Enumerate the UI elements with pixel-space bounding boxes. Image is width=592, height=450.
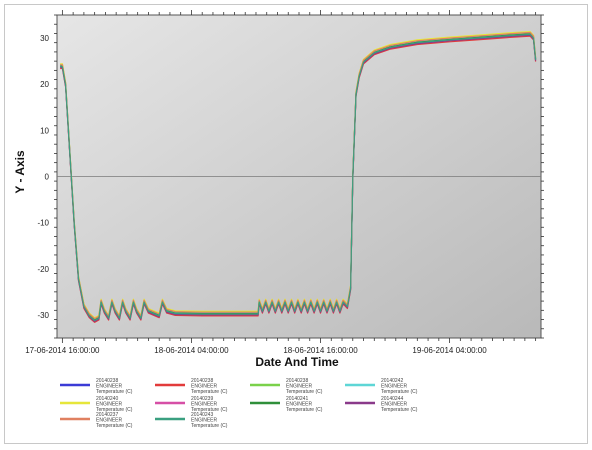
legend-label: ENGINEER [286, 384, 313, 390]
y-tick-label: 0 [45, 173, 50, 182]
x-axis: 17-06-2014 16:00:00 18-06-2014 04:00:00 18… [25, 10, 537, 355]
y-tick-label: -20 [37, 265, 49, 274]
legend-label: 20140240 [96, 396, 118, 402]
legend-label: Temperature (C) [191, 407, 228, 413]
x-tick-label: 18-06-2014 16:00:00 [283, 346, 358, 355]
legend-label: Temperature (C) [381, 389, 418, 395]
legend-label: ENGINEER [286, 402, 313, 408]
legend-label: 20140238 [286, 378, 308, 384]
legend-label: 20140242 [381, 378, 403, 384]
y-tick-label: 20 [40, 80, 49, 89]
x-tick-label: 17-06-2014 16:00:00 [25, 346, 100, 355]
series-line-10 [60, 33, 537, 322]
x-tick-label: 18-06-2014 04:00:00 [154, 346, 229, 355]
legend-label: Temperature (C) [96, 423, 133, 429]
legend-label: ENGINEER [96, 418, 123, 424]
legend-label: Temperature (C) [381, 407, 418, 413]
y-tick-label: -10 [37, 219, 49, 228]
legend-label: Temperature (C) [286, 389, 323, 395]
legend-label: ENGINEER [381, 402, 408, 408]
y-tick-label: 10 [40, 126, 49, 135]
legend-label: ENGINEER [96, 402, 123, 408]
x-tick-label: 19-06-2014 04:00:00 [412, 346, 487, 355]
legend-label: ENGINEER [191, 402, 218, 408]
y-axis-title: Y - Axis [13, 150, 27, 194]
legend-label: Temperature (C) [96, 389, 133, 395]
legend-label: Temperature (C) [191, 389, 228, 395]
y-tick-label: -30 [37, 311, 49, 320]
legend-label: 20140238 [96, 378, 118, 384]
y-axis: 30 20 10 0 -10 -20 -30 [37, 14, 544, 339]
legend-label: Temperature (C) [286, 407, 323, 413]
legend-label: 20140238 [191, 378, 213, 384]
legend-label: 20140239 [191, 396, 213, 402]
legend-label: ENGINEER [96, 384, 123, 390]
x-axis-title: Date And Time [255, 355, 339, 369]
y-tick-label: 30 [40, 34, 49, 43]
legend-label: 20140241 [286, 396, 308, 402]
series-lines [60, 31, 537, 323]
legend-label: 20140243 [191, 412, 213, 418]
legend-label: Temperature (C) [96, 407, 133, 413]
legend-label: 20140237 [96, 412, 118, 418]
legend-label: ENGINEER [381, 384, 408, 390]
legend-label: ENGINEER [191, 418, 218, 424]
legend-label: Temperature (C) [191, 423, 228, 429]
legend-label: ENGINEER [191, 384, 218, 390]
legend-label: 20140244 [381, 396, 403, 402]
